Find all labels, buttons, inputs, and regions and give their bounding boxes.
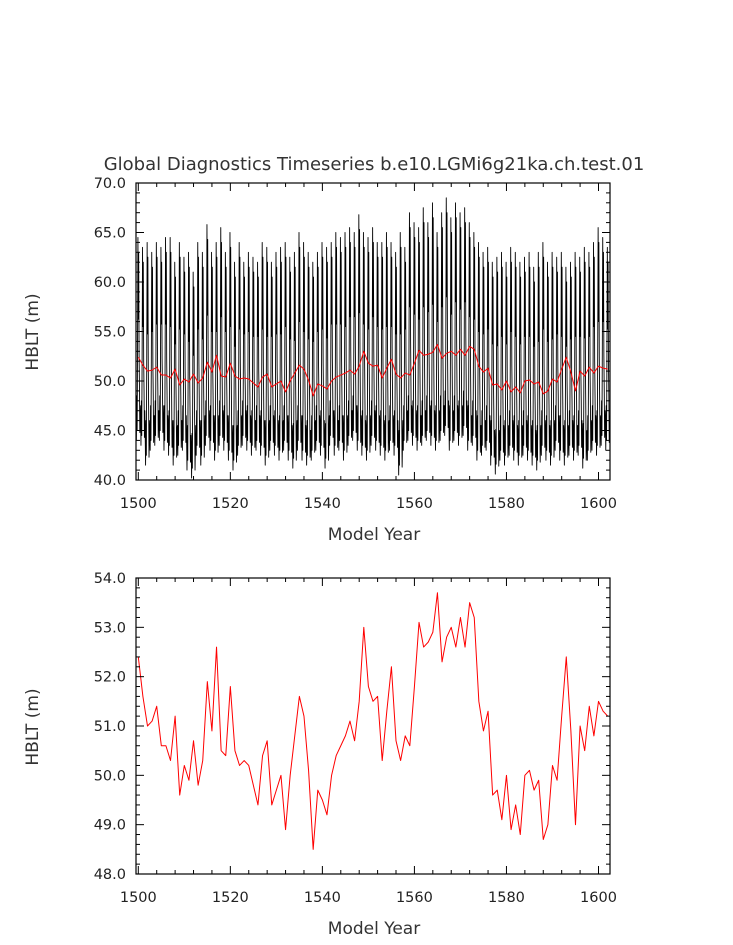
bottom-y-tick-label: 48.0 [94,867,126,883]
top-x-tick-label: 1600 [580,496,617,512]
bottom-x-tick-label: 1520 [212,890,249,906]
top-y-tick-label: 40.0 [94,473,126,489]
chart-title: Global Diagnostics Timeseries b.e10.LGMi… [104,154,645,175]
bottom-y-tick-label: 52.0 [94,670,126,686]
bottom-x-tick-label: 1560 [396,890,433,906]
top-series-monthly-line [135,197,611,479]
bottom-x-tick-label: 1500 [120,890,157,906]
bottom-plot-area [137,592,609,850]
top-chart: Global Diagnostics Timeseries b.e10.LGMi… [23,154,644,545]
bottom-x-tick-label: 1600 [580,890,617,906]
top-y-tick-label: 45.0 [94,424,126,440]
top-y-tick-label: 65.0 [94,226,126,242]
bottom-y-tick-label: 49.0 [94,818,126,834]
bottom-y-tick-label: 50.0 [94,768,126,784]
top-x-tick-label: 1540 [304,496,341,512]
bottom-chart: Model Year HBLT (m) 1500 1520 1540 1560 1580… [23,571,617,939]
bottom-y-tick-label: 53.0 [94,620,126,636]
bottom-series-annual-line [137,592,609,850]
top-y-tick-label: 50.0 [94,374,126,390]
top-x-tick-label: 1500 [120,496,157,512]
top-plot-area [135,197,611,479]
top-x-tick-label: 1580 [488,496,525,512]
top-y-axis-label: HBLT (m) [23,293,43,370]
top-series-annual-line [137,343,608,397]
bottom-y-axis-label: HBLT (m) [23,688,43,765]
bottom-y-tick-label: 54.0 [94,571,126,587]
top-x-tick-label: 1520 [212,496,249,512]
top-x-tick-label: 1560 [396,496,433,512]
bottom-x-tick-label: 1580 [488,890,525,906]
top-y-tick-label: 55.0 [94,325,126,341]
bottom-plot-frame [135,577,611,875]
bottom-x-axis-label: Model Year [328,919,420,939]
bottom-y-tick-label: 51.0 [94,719,126,735]
bottom-x-tick-label: 1540 [304,890,341,906]
top-y-tick-label: 70.0 [94,176,126,192]
top-y-tick-label: 60.0 [94,275,126,291]
top-x-axis-label: Model Year [328,525,420,545]
